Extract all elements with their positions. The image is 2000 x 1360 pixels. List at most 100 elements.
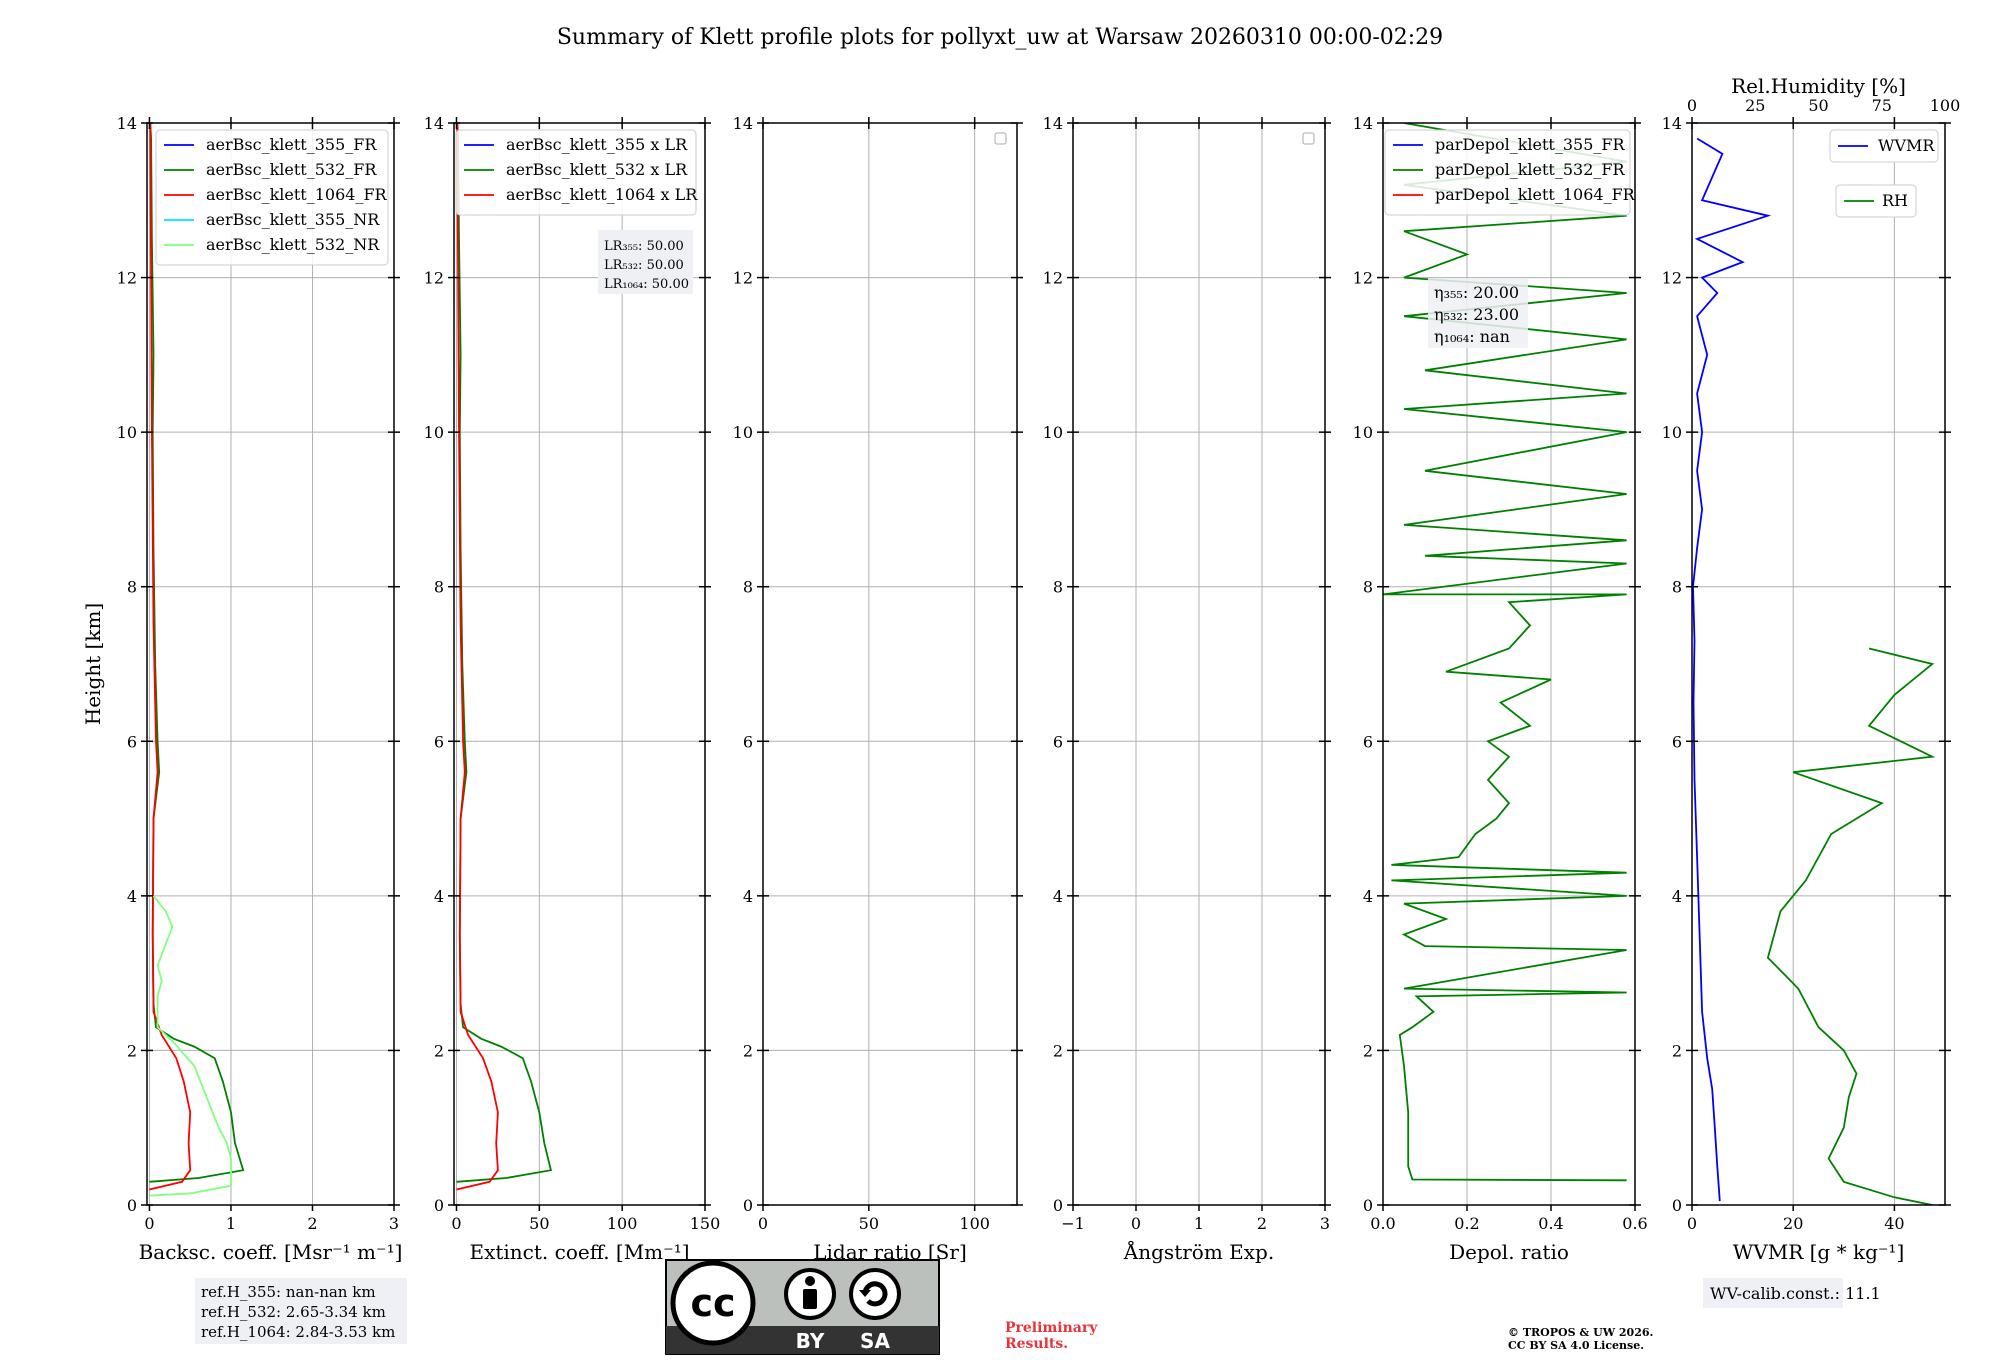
- cc-license-badge: cc BY SA: [665, 1259, 940, 1355]
- legend-entry: RH: [1882, 191, 1908, 210]
- y-tick-label: 6: [1672, 732, 1682, 751]
- x-tick-label: 0: [758, 1214, 768, 1233]
- legend-entry: WVMR: [1878, 136, 1935, 155]
- y-tick-label: 0: [1363, 1196, 1373, 1215]
- cc-logo-text: cc: [690, 1281, 735, 1325]
- y-tick-label: 10: [1353, 423, 1373, 442]
- series-group: [456, 123, 553, 1191]
- y-tick-label: 14: [733, 114, 753, 133]
- x-tick-label: 1: [1194, 1214, 1204, 1233]
- y-tick-label: 4: [127, 887, 137, 906]
- x-tick-label: 50: [859, 1214, 879, 1233]
- x-tick-label: 3: [1320, 1214, 1330, 1233]
- x-tick-label: 0.2: [1454, 1214, 1479, 1233]
- y-tick-label: 0: [434, 1196, 444, 1215]
- lr-label: LR₅₃₂: 50.00: [604, 258, 684, 273]
- y-tick-label: 8: [1363, 578, 1373, 597]
- legend-entry: aerBsc_klett_355 x LR: [506, 135, 688, 154]
- x-tick-label: 0: [1131, 1214, 1141, 1233]
- eta-annotation: η₃₅₅: 20.00 η₅₃₂: 23.00 η₁₀₆₄: nan: [1428, 278, 1528, 348]
- x-tick-label: 0: [144, 1214, 154, 1233]
- top-axis-label: Rel.Humidity [%]: [1731, 74, 1906, 98]
- legend-rh: RH: [1835, 184, 1917, 218]
- y-tick-label: 10: [1043, 423, 1063, 442]
- y-tick-label: 0: [127, 1196, 137, 1215]
- legend-entry: aerBsc_klett_355_FR: [206, 135, 377, 154]
- x-tick-label: 0: [1687, 1214, 1697, 1233]
- y-tick-label: 6: [1053, 732, 1063, 751]
- legend-ext: aerBsc_klett_355 x LR aerBsc_klett_532 x …: [455, 129, 698, 216]
- y-tick-label: 8: [743, 578, 753, 597]
- top-x-tick-label: 0: [1687, 96, 1697, 115]
- empty-legend-icon: [994, 132, 1007, 145]
- x-tick-label: 0.6: [1622, 1214, 1647, 1233]
- plot-frame: [1691, 122, 1946, 1206]
- y-tick-label: 2: [1053, 1041, 1063, 1060]
- y-tick-label: 6: [434, 732, 444, 751]
- y-tick-label: 6: [127, 732, 137, 751]
- wv-calib-text: WV-calib.const.: 11.1: [1710, 1284, 1881, 1303]
- ref-height-box: ref.H_355: nan-nan km ref.H_532: 2.65-3.…: [195, 1278, 407, 1344]
- series-line-aerBsc_klett_1064_FR: [149, 123, 192, 1191]
- annotation-frame: [598, 230, 693, 294]
- x-tick-label: 100: [607, 1214, 638, 1233]
- legend-depol: parDepol_klett_355_FR parDepol_klett_532_…: [1384, 129, 1636, 216]
- top-x-tick-label: 50: [1808, 96, 1828, 115]
- annotation-frame: [1428, 278, 1528, 348]
- y-tick-label: 6: [743, 732, 753, 751]
- x-tick-label: 0.0: [1370, 1214, 1395, 1233]
- y-tick-label: 12: [117, 269, 137, 288]
- x-tick-label: 20: [1783, 1214, 1803, 1233]
- legend-frame: [1829, 129, 1939, 163]
- x-tick-label: 100: [959, 1214, 990, 1233]
- eta-label: η₅₃₂: 23.00: [1434, 305, 1519, 324]
- legend-entry: parDepol_klett_532_FR: [1435, 160, 1626, 179]
- legend-entry: aerBsc_klett_355_NR: [206, 210, 380, 229]
- y-tick-label: 8: [127, 578, 137, 597]
- y-tick-label: 10: [1662, 423, 1682, 442]
- legend-entry: parDepol_klett_355_FR: [1435, 135, 1626, 154]
- legend-entry: aerBsc_klett_532_FR: [206, 160, 377, 179]
- x-axis-label: Ångström Exp.: [1123, 1239, 1274, 1264]
- y-tick-label: 8: [434, 578, 444, 597]
- eta-label: η₃₅₅: 20.00: [1434, 283, 1519, 302]
- x-axis-label: Backsc. coeff. [Msr⁻¹ m⁻¹]: [139, 1240, 403, 1264]
- y-tick-label: 8: [1053, 578, 1063, 597]
- legend-frame: [1835, 184, 1917, 218]
- x-axis-label: WVMR [g * kg⁻¹]: [1733, 1240, 1905, 1264]
- y-tick-label: 0: [1672, 1196, 1682, 1215]
- y-tick-label: 14: [1662, 114, 1682, 133]
- y-tick-label: 12: [1662, 269, 1682, 288]
- legend-bsc: aerBsc_klett_355_FR aerBsc_klett_532_FRae…: [155, 129, 389, 266]
- by-label: BY: [796, 1329, 825, 1353]
- y-tick-label: 0: [1053, 1196, 1063, 1215]
- legend-entry: aerBsc_klett_1064 x LR: [506, 185, 698, 204]
- series-line-aerBsc_klett_532_FR: [149, 123, 245, 1183]
- legend-entry: parDepol_klett_1064_FR: [1435, 185, 1636, 204]
- y-tick-label: 4: [434, 887, 444, 906]
- y-tick-label: 14: [1353, 114, 1373, 133]
- y-axis-label: Height [km]: [81, 603, 105, 725]
- preliminary-line-1: Preliminary: [1005, 1320, 1098, 1336]
- y-tick-label: 4: [1672, 887, 1682, 906]
- y-tick-label: 4: [1363, 887, 1373, 906]
- lr-label: LR₃₅₅: 50.00: [604, 239, 684, 254]
- x-tick-label: 150: [690, 1214, 721, 1233]
- plot-frame: [146, 122, 395, 1206]
- top-x-tick-label: 100: [1930, 96, 1961, 115]
- y-tick-label: 4: [1053, 887, 1063, 906]
- eta-label: η₁₀₆₄: nan: [1434, 327, 1510, 346]
- y-tick-label: 12: [1043, 269, 1063, 288]
- y-tick-label: 2: [743, 1041, 753, 1060]
- x-tick-label: −1: [1061, 1214, 1085, 1233]
- plot-frame: [453, 122, 706, 1206]
- x-tick-label: 0: [451, 1214, 461, 1233]
- top-x-tick-label: 75: [1872, 96, 1892, 115]
- series-group: [1383, 123, 1627, 1182]
- ref-height-532: ref.H_532: 2.65-3.34 km: [201, 1303, 386, 1321]
- y-tick-label: 10: [733, 423, 753, 442]
- legend-wvmr: WVMR: [1829, 129, 1939, 163]
